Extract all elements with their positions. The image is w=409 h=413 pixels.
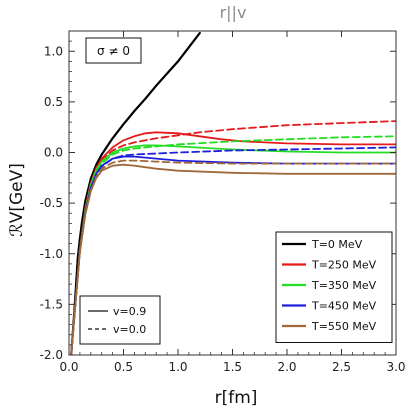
temperature-legend-box [275,231,393,343]
velocity-legend: v=0.9 v=0.0 [79,295,161,345]
legend-label: T=350 MeV [311,279,377,292]
sigma-annotation: σ ≠ 0 [85,37,142,64]
legend-label: T=450 MeV [311,300,377,313]
y-tick-labels: -2.0 -1.5 -1.0 -0.5 0.0 0.5 1.0 [40,44,63,362]
legend-label: T=550 MeV [311,320,377,333]
y-tick-label: 0.0 [44,146,63,160]
x-tick-label: 1.0 [168,360,187,374]
ticks-layer [68,31,397,356]
style-legend-label: v=0.9 [113,305,146,318]
y-tick-label: 1.0 [44,44,63,58]
temperature-legend: T=0 MeV T=250 MeV T=350 MeV T=450 MeV T=550 … [275,231,393,343]
series-line-8 [70,159,396,355]
x-tick-labels: 0.0 0.5 1.0 1.5 2.0 2.5 3.0 [59,360,405,374]
y-tick-label: -2.0 [40,348,63,362]
chart-title: r||v [220,3,247,22]
x-axis-label: r[fm] [215,388,258,408]
sigma-annotation-text: σ ≠ 0 [97,44,130,58]
x-tick-label: 0.0 [59,360,78,374]
series-layer [70,31,396,355]
style-legend-label: v=0.0 [113,323,146,336]
y-tick-label: 0.5 [44,95,63,109]
velocity-legend-box [79,295,161,345]
plot-area [68,30,397,356]
y-tick-label: -1.5 [40,297,63,311]
series-line-0 [70,31,201,355]
x-tick-label: 2.0 [277,360,296,374]
y-tick-label: -0.5 [40,196,63,210]
x-tick-label: 0.5 [114,360,133,374]
y-axis-label: ℛV[GeV] [7,163,27,237]
x-tick-label: 2.5 [332,360,351,374]
legend-label: T=0 MeV [311,238,363,251]
legend-label: T=250 MeV [311,259,377,272]
x-tick-label: 1.5 [223,360,242,374]
y-tick-label: -1.0 [40,247,63,261]
x-tick-label: 3.0 [386,360,405,374]
